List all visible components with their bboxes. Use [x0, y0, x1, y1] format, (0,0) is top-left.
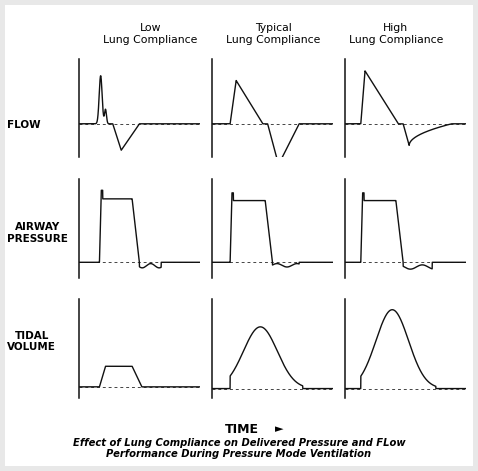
Text: Low
Lung Compliance: Low Lung Compliance [103, 23, 198, 45]
Text: TIME: TIME [224, 423, 259, 436]
Text: TIDAL
VOLUME: TIDAL VOLUME [7, 331, 56, 352]
Text: AIRWAY
PRESSURE: AIRWAY PRESSURE [7, 222, 68, 244]
Text: ►: ► [275, 424, 283, 435]
Text: High
Lung Compliance: High Lung Compliance [348, 23, 443, 45]
Text: Effect of Lung Compliance on Delivered Pressure and FLow
Performance During Pres: Effect of Lung Compliance on Delivered P… [73, 438, 405, 459]
Text: FLOW: FLOW [7, 120, 41, 130]
Text: Typical
Lung Compliance: Typical Lung Compliance [226, 23, 321, 45]
